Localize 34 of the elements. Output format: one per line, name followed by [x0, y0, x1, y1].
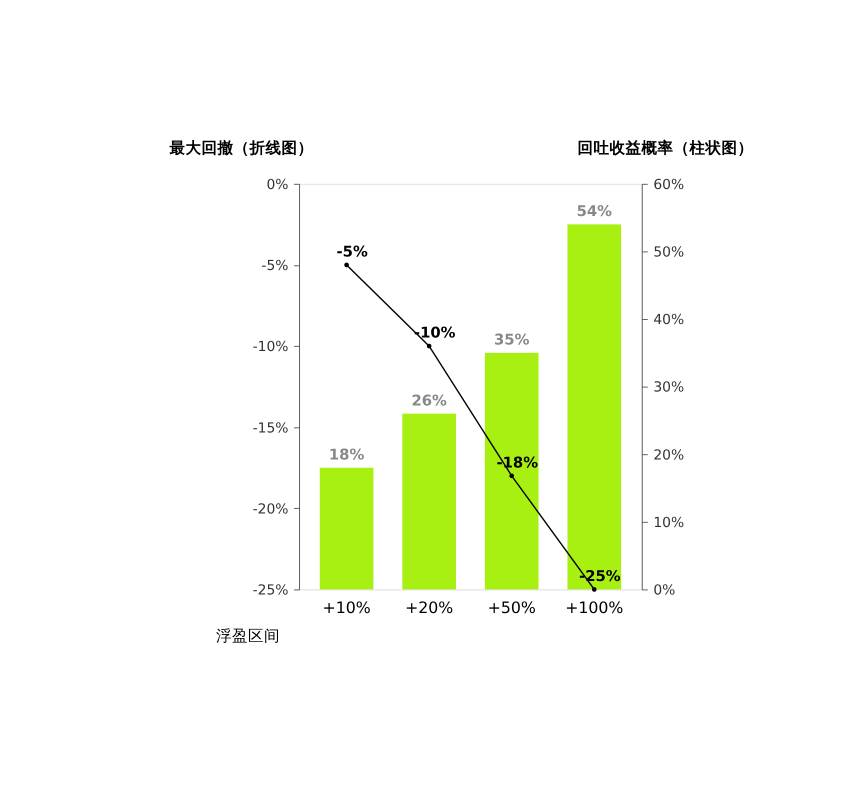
- data-label: 35%: [494, 331, 530, 348]
- bar: [484, 352, 539, 590]
- data-label: 54%: [576, 203, 612, 220]
- bar: [320, 468, 374, 590]
- point: [592, 587, 597, 592]
- data-label: 26%: [411, 392, 448, 410]
- y-tick-label: -25%: [252, 582, 288, 599]
- data-label: -10%: [414, 324, 456, 342]
- y2-tick-label: 40%: [653, 312, 684, 328]
- y2-tick-label: 20%: [653, 447, 684, 464]
- point: [426, 344, 432, 348]
- x-axis-title: 浮盈区间: [216, 626, 280, 645]
- y2-tick-label: 60%: [653, 176, 684, 193]
- y-axis-title: 最大回撤（折线图）: [168, 138, 314, 157]
- y2-tick-label: 0%: [653, 582, 676, 599]
- bar: [567, 224, 622, 590]
- x-tick-label: +10%: [322, 598, 371, 618]
- y-tick-label: -20%: [252, 501, 288, 518]
- data-label: -5%: [336, 244, 368, 261]
- y2-tick-label: 50%: [653, 244, 684, 261]
- x-tick-label: +100%: [565, 598, 624, 618]
- y-tick-label: -10%: [252, 339, 288, 356]
- y2-axis-title: 回吐收益概率（柱状图）: [577, 138, 754, 157]
- x-tick-label: +20%: [405, 598, 454, 618]
- y-tick-label: 0%: [266, 176, 288, 193]
- point: [344, 262, 349, 268]
- y2-tick-label: 30%: [653, 380, 684, 396]
- y2-tick-label: 10%: [653, 514, 684, 531]
- y-tick-label: -5%: [261, 258, 288, 274]
- data-label: 18%: [328, 446, 364, 464]
- point: [509, 474, 514, 478]
- x-tick-label: +50%: [488, 598, 536, 618]
- bar: [402, 414, 456, 590]
- y-tick-label: -15%: [252, 420, 288, 436]
